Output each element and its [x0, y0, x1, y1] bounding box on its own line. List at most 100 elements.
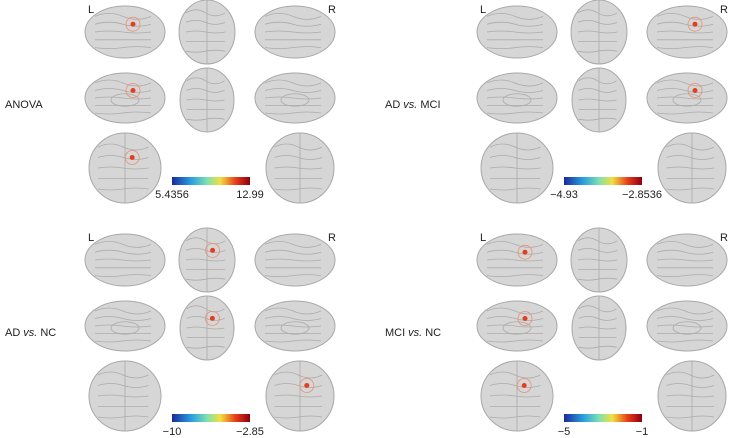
gyrus — [656, 339, 714, 343]
gyrus — [94, 258, 152, 262]
activation-spot — [692, 21, 698, 27]
gyrus — [656, 79, 714, 87]
gyrus — [578, 345, 617, 349]
gyrus — [186, 77, 225, 85]
gyrus — [94, 96, 152, 100]
panel-label: AD vs. NC — [5, 327, 56, 339]
brain-view — [254, 233, 336, 287]
gyrus — [185, 258, 226, 262]
gyrus — [264, 339, 322, 343]
gyrus — [185, 277, 226, 281]
panel-label: AD vs. MCI — [385, 99, 441, 111]
gyrus — [186, 345, 225, 349]
brain-view — [179, 295, 235, 361]
gyrus — [185, 30, 226, 34]
brain-view — [571, 67, 627, 133]
gyrus — [486, 96, 544, 100]
brain-view — [265, 360, 335, 432]
gyrus — [94, 324, 152, 328]
panel: ANOVA L R 5.4356 12.99 — [5, 0, 336, 204]
activation-spot — [692, 88, 698, 93]
gyrus — [578, 77, 617, 85]
hemisphere-right: R — [328, 232, 336, 244]
gyrus — [274, 187, 323, 191]
brain-view — [88, 360, 162, 432]
brain-view — [657, 360, 727, 432]
gyrus — [489, 155, 541, 160]
gyrus — [666, 155, 715, 160]
colorbar-min: −5 — [558, 426, 571, 438]
gyrus — [656, 307, 714, 315]
gyrus — [486, 241, 544, 248]
brain-view — [476, 233, 558, 287]
hemisphere-left: L — [480, 232, 486, 244]
gyrus — [666, 371, 715, 379]
gyrus — [656, 111, 714, 115]
gyrus — [577, 237, 618, 245]
gyrus — [578, 305, 617, 313]
gyrus — [186, 117, 225, 121]
gyrus — [264, 274, 322, 277]
gyrus — [489, 371, 541, 379]
hemisphere-right: R — [328, 4, 336, 16]
hemisphere-left: L — [480, 4, 486, 16]
corpus — [280, 321, 310, 335]
gyrus — [94, 30, 152, 34]
gyrus — [94, 79, 152, 87]
activation-ring — [299, 378, 315, 393]
activation-ring — [687, 83, 703, 98]
colorbar-max: −2.8536 — [622, 189, 662, 201]
activation-ring — [205, 242, 221, 258]
gyrus — [186, 305, 225, 313]
gyrus — [264, 96, 322, 100]
gyrus — [486, 79, 544, 87]
gyrus — [577, 20, 618, 25]
gyrus — [577, 248, 618, 253]
brain-view — [84, 5, 166, 59]
activation-spot — [522, 316, 528, 321]
gyrus — [97, 187, 149, 191]
brain-view — [571, 295, 627, 361]
gyrus — [486, 324, 544, 328]
gyrus — [666, 394, 715, 398]
gyrus — [185, 20, 226, 25]
gyrus — [666, 143, 715, 151]
activation-spot — [304, 383, 310, 388]
gyrus — [656, 21, 714, 27]
brain-view — [646, 72, 728, 124]
hemisphere-left: L — [88, 4, 94, 16]
gyrus — [186, 88, 225, 93]
gyrus — [264, 324, 322, 328]
gyrus — [94, 316, 152, 321]
gyrus — [264, 13, 322, 20]
label-part: ANOVA — [5, 99, 43, 111]
brain-view — [254, 5, 336, 59]
gyrus — [97, 394, 149, 398]
brain-view — [646, 233, 728, 287]
gyrus — [486, 46, 544, 49]
brain-view — [254, 300, 336, 352]
brain-view — [646, 5, 728, 59]
brain-view — [480, 132, 554, 204]
gyrus — [274, 394, 323, 398]
gyrus — [489, 143, 541, 151]
gyrus — [97, 371, 149, 379]
gyrus — [486, 339, 544, 343]
colorbar-max: −2.85 — [236, 426, 264, 438]
gyrus — [489, 187, 541, 191]
hemisphere-right: R — [720, 232, 728, 244]
label-part: NC — [40, 327, 56, 339]
gyrus — [185, 9, 226, 17]
gyrus — [486, 88, 544, 93]
brain-view — [476, 5, 558, 59]
gyrus — [666, 166, 715, 170]
gyrus — [656, 324, 714, 328]
gyrus — [274, 143, 323, 151]
colorbar-max: 12.99 — [236, 189, 264, 201]
label-part: vs. — [408, 327, 422, 339]
gyrus — [274, 415, 323, 419]
brain-view — [84, 300, 166, 352]
brain-view — [476, 300, 558, 352]
gyrus — [656, 241, 714, 248]
gyrus — [94, 249, 152, 255]
